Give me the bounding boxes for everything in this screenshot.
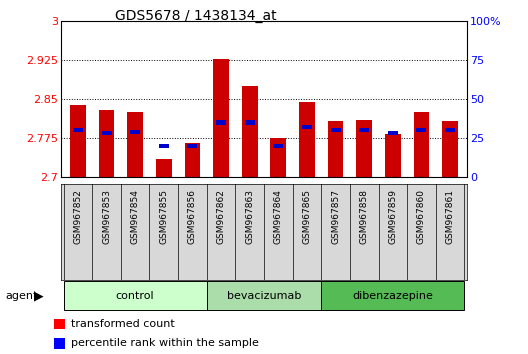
Bar — [359, 128, 369, 132]
Text: agent: agent — [5, 291, 37, 301]
Bar — [385, 135, 401, 177]
Bar — [187, 144, 197, 148]
Text: GDS5678 / 1438134_at: GDS5678 / 1438134_at — [115, 9, 276, 23]
Bar — [156, 159, 172, 177]
Bar — [302, 125, 312, 129]
Bar — [417, 128, 427, 132]
Bar — [274, 144, 284, 148]
Bar — [388, 131, 398, 136]
Text: GSM967861: GSM967861 — [446, 189, 455, 244]
Text: ▶: ▶ — [34, 289, 44, 302]
Bar — [185, 143, 200, 177]
Bar — [242, 86, 258, 177]
Bar — [101, 131, 111, 136]
Bar — [442, 121, 458, 177]
Text: percentile rank within the sample: percentile rank within the sample — [71, 338, 259, 348]
Text: GSM967863: GSM967863 — [245, 189, 254, 244]
Text: GSM967857: GSM967857 — [331, 189, 340, 244]
Text: GSM967856: GSM967856 — [188, 189, 197, 244]
Bar — [331, 128, 341, 132]
Text: GSM967853: GSM967853 — [102, 189, 111, 244]
Bar — [54, 319, 65, 329]
Bar — [130, 130, 140, 134]
FancyBboxPatch shape — [321, 281, 465, 310]
Bar — [54, 338, 65, 349]
FancyBboxPatch shape — [207, 281, 321, 310]
Text: bevacizumab: bevacizumab — [227, 291, 301, 301]
Bar — [127, 112, 143, 177]
Bar — [159, 144, 169, 148]
Bar — [99, 109, 115, 177]
Bar — [299, 102, 315, 177]
Bar — [413, 112, 429, 177]
Bar — [356, 120, 372, 177]
Bar — [216, 120, 226, 125]
FancyBboxPatch shape — [63, 281, 207, 310]
Text: GSM967859: GSM967859 — [388, 189, 398, 244]
Bar — [244, 120, 254, 125]
Text: GSM967862: GSM967862 — [216, 189, 225, 244]
Bar — [328, 121, 343, 177]
Bar — [445, 128, 455, 132]
Bar — [73, 128, 83, 132]
Bar — [270, 138, 286, 177]
Text: GSM967854: GSM967854 — [130, 189, 140, 244]
Text: GSM967858: GSM967858 — [360, 189, 369, 244]
Text: GSM967855: GSM967855 — [159, 189, 168, 244]
Text: GSM967865: GSM967865 — [303, 189, 312, 244]
Bar — [213, 59, 229, 177]
Text: GSM967860: GSM967860 — [417, 189, 426, 244]
Bar — [70, 105, 86, 177]
Text: control: control — [116, 291, 155, 301]
Text: GSM967852: GSM967852 — [73, 189, 82, 244]
Text: GSM967864: GSM967864 — [274, 189, 283, 244]
Text: transformed count: transformed count — [71, 319, 175, 329]
Text: dibenzazepine: dibenzazepine — [352, 291, 433, 301]
